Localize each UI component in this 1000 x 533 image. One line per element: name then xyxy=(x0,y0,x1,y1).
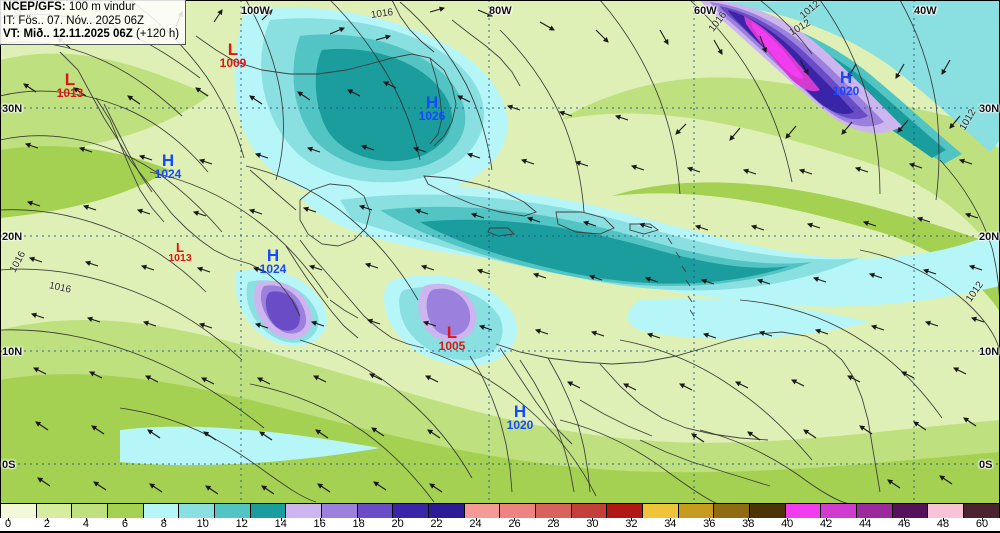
colorbar-tickmark-15 xyxy=(592,518,594,521)
colorbar-tick-32: 32 xyxy=(625,518,638,530)
colorbar-tickmark-5 xyxy=(202,518,204,521)
colorbar-tickmark-0 xyxy=(8,518,9,521)
colorbar-swatch-15[interactable] xyxy=(536,504,572,518)
colorbar-tickmark-1 xyxy=(46,518,48,521)
valid-time-value: VT: Mið.. 12.11.2025 06Z xyxy=(3,28,133,40)
colorbar-swatch-16[interactable] xyxy=(571,504,608,518)
colorbar-tick-46: 46 xyxy=(897,518,911,530)
colorbar-tickmark-19 xyxy=(748,518,750,521)
model-name: NCEP/GFS: xyxy=(3,1,66,13)
colorbar-tick-36: 36 xyxy=(703,518,716,530)
colorbar-tick-4: 4 xyxy=(82,518,89,530)
field-name: 100 m vindur xyxy=(68,1,136,13)
colorbar-swatch-13[interactable] xyxy=(464,504,501,518)
map-svg xyxy=(0,0,1000,504)
colorbar-swatches[interactable] xyxy=(0,504,1000,518)
colorbar-tickmark-17 xyxy=(670,518,672,521)
init-time-line: IT: Fös.. 07. Nóv.. 2025 06Z xyxy=(3,14,145,27)
colorbar-tick-8: 8 xyxy=(160,518,167,530)
colorbar-tick-40: 40 xyxy=(781,518,794,530)
wind-arrows xyxy=(23,6,985,495)
colorbar-tickmark-23 xyxy=(904,518,906,521)
colorbar-swatch-5[interactable] xyxy=(179,504,216,518)
colorbar-swatch-12[interactable] xyxy=(429,504,465,518)
colorbar-tickmark-4 xyxy=(163,518,165,521)
colorbar-swatch-0[interactable] xyxy=(0,504,37,518)
colorbar-swatch-23[interactable] xyxy=(821,504,858,518)
colorbar-swatch-27[interactable] xyxy=(964,504,1000,518)
forecast-hour: (+120 h) xyxy=(135,28,180,40)
colorbar-tickmark-24 xyxy=(943,518,945,521)
colorbar-tickmark-20 xyxy=(787,518,789,521)
colorbar-tick-34: 34 xyxy=(664,518,677,530)
colorbar-tick-0: 0 xyxy=(4,518,12,530)
colorbar-tick-26: 26 xyxy=(508,518,521,530)
colorbar-tick-48: 48 xyxy=(936,518,950,530)
colorbar-swatch-14[interactable] xyxy=(500,504,537,518)
colorbar-tickmark-13 xyxy=(514,518,516,521)
colorbar-tickmark-2 xyxy=(85,518,87,521)
colorbar-tickmark-14 xyxy=(553,518,555,521)
colorbar-tick-2: 2 xyxy=(43,518,51,530)
colorbar-panel[interactable]: 0 2 4 6 8 10 12 14 16 18 20 22 24 26 28 30 32 34 36 38 40 42 4… xyxy=(0,504,1000,533)
map-canvas[interactable]: 101610161016101210121016101610121012 100… xyxy=(0,0,1000,504)
colorbar-tick-44: 44 xyxy=(858,518,872,530)
colorbar-tickmark-7 xyxy=(280,518,282,521)
colorbar-tick-24: 24 xyxy=(469,518,482,530)
colorbar-swatch-18[interactable] xyxy=(643,504,679,518)
colorbar-tick-14: 14 xyxy=(274,518,287,530)
colorbar-swatch-1[interactable] xyxy=(36,504,73,518)
colorbar-swatch-8[interactable] xyxy=(286,504,323,518)
colorbar-swatch-26[interactable] xyxy=(928,504,965,518)
colorbar-swatch-25[interactable] xyxy=(892,504,929,518)
colorbar-swatch-21[interactable] xyxy=(750,504,786,518)
colorbar-tickmark-3 xyxy=(124,518,126,521)
colorbar-swatch-9[interactable] xyxy=(322,504,358,518)
colorbar-tickmark-6 xyxy=(241,518,243,521)
colorbar-tickmark-11 xyxy=(436,518,438,521)
colorbar-tickmark-21 xyxy=(826,518,828,521)
colorbar-swatch-6[interactable] xyxy=(215,504,251,518)
colorbar-tick-18: 18 xyxy=(352,518,365,530)
colorbar-tick-28: 28 xyxy=(547,518,560,530)
colorbar-swatch-19[interactable] xyxy=(678,504,715,518)
colorbar-tick-22: 22 xyxy=(430,518,443,530)
colorbar-tickmark-8 xyxy=(319,518,321,521)
colorbar-tick-42: 42 xyxy=(820,518,833,530)
colorbar-swatch-17[interactable] xyxy=(607,504,644,518)
colorbar-swatch-24[interactable] xyxy=(857,504,893,518)
colorbar-tickmark-9 xyxy=(358,518,360,521)
colorbar-tickmark-12 xyxy=(475,518,477,521)
colorbar-tick-12: 12 xyxy=(235,518,248,530)
colorbar-swatch-20[interactable] xyxy=(714,504,751,518)
colorbar-ticklabels: 0 2 4 6 8 10 12 14 16 18 20 22 24 26 28 30 32 34 36 38 40 42 4… xyxy=(0,518,1000,533)
colorbar-tick-10: 10 xyxy=(196,518,209,530)
colorbar-tickmark-18 xyxy=(709,518,711,521)
colorbar-swatch-2[interactable] xyxy=(72,504,109,518)
colorbar-tickmark-22 xyxy=(865,518,867,521)
colorbar-tick-20: 20 xyxy=(391,518,404,530)
colorbar-swatch-10[interactable] xyxy=(357,504,394,518)
graticule-lines xyxy=(0,0,1000,504)
valid-time-line: VT: Mið.. 12.11.2025 06Z (+120 h) xyxy=(3,28,179,42)
model-info-box: NCEP/GFS: 100 m vindur IT: Fös.. 07. Nóv… xyxy=(0,0,187,45)
colorbar-swatch-4[interactable] xyxy=(143,504,180,518)
colorbar-swatch-11[interactable] xyxy=(393,504,430,518)
colorbar-baseline xyxy=(0,531,1000,533)
colorbar-tick-16: 16 xyxy=(313,518,326,530)
colorbar-tickmark-10 xyxy=(397,518,399,521)
model-line: NCEP/GFS: 100 m vindur xyxy=(3,1,179,15)
colorbar-swatch-3[interactable] xyxy=(108,504,144,518)
coastlines xyxy=(59,0,881,493)
colorbar-tickmark-16 xyxy=(631,518,633,521)
colorbar-tick-6: 6 xyxy=(121,518,128,530)
colorbar-swatch-22[interactable] xyxy=(785,504,822,518)
colorbar-tick-60: 60 xyxy=(975,518,989,530)
colorbar-swatch-7[interactable] xyxy=(250,504,287,518)
colorbar-tick-38: 38 xyxy=(742,518,755,530)
colorbar-tickmark-25 xyxy=(982,518,983,521)
colorbar-tick-30: 30 xyxy=(586,518,599,530)
